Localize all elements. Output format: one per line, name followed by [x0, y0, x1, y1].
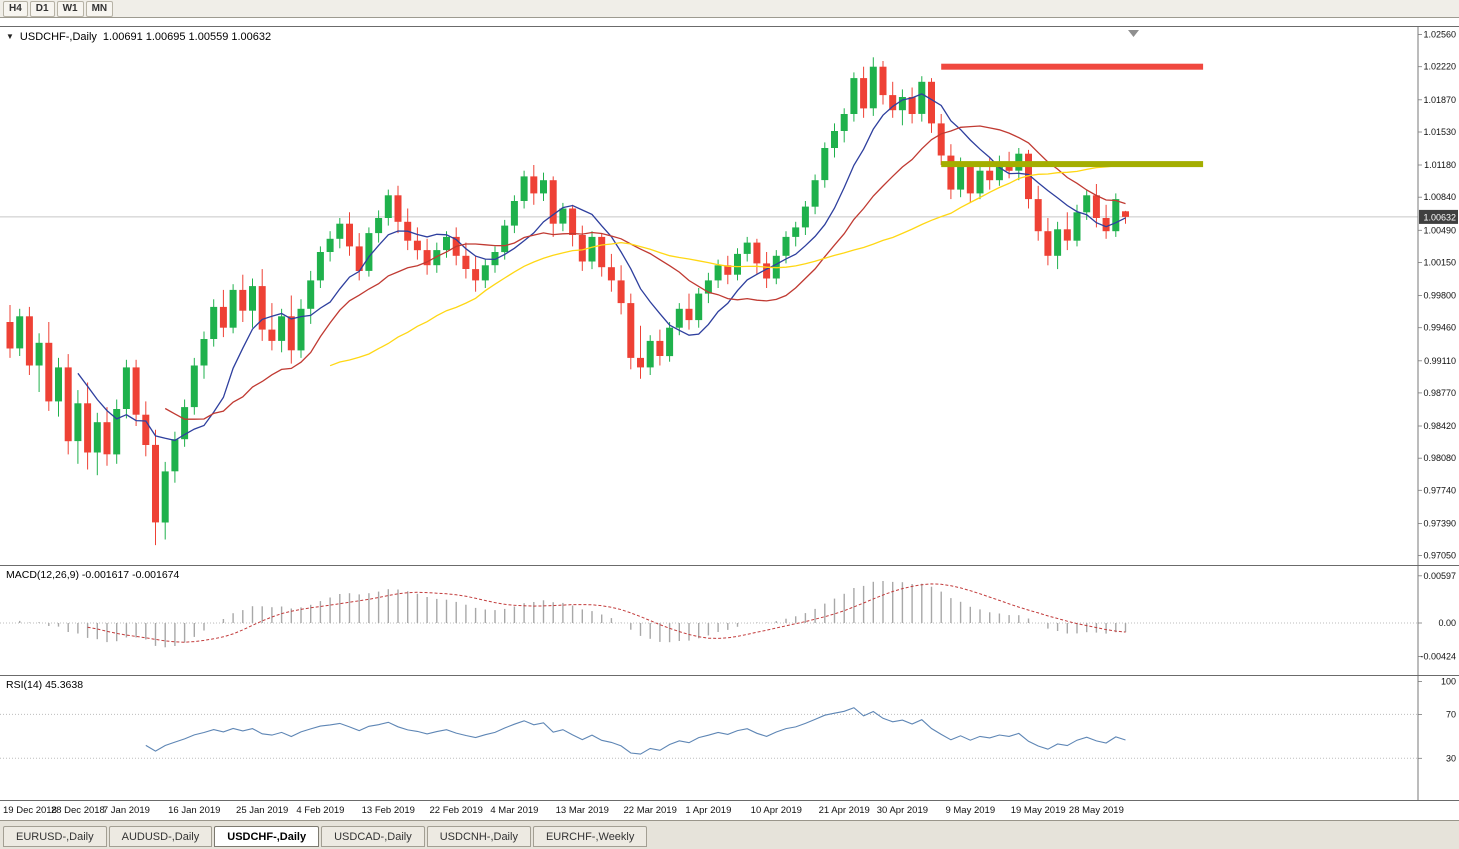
chart-tab-audusd-daily[interactable]: AUDUSD-,Daily — [108, 826, 213, 847]
chart-tab-usdchf-daily[interactable]: USDCHF-,Daily — [214, 826, 320, 847]
timeframe-button-h4[interactable]: H4 — [3, 0, 28, 17]
macd-indicator-panel: 0.00597 0.00 -0.00424 MACD(12,26,9) -0.001… — [0, 565, 1459, 675]
time-axis-label: 22 Mar 2019 — [623, 805, 677, 816]
svg-text:70: 70 — [1446, 709, 1456, 719]
time-axis-label: 10 Apr 2019 — [750, 805, 802, 816]
time-axis-label: 22 Feb 2019 — [429, 805, 483, 816]
time-axis-label: 28 May 2019 — [1068, 805, 1124, 816]
rsi-label: RSI(14) 45.3638 — [6, 679, 84, 691]
resistance-line — [941, 63, 1204, 70]
time-axis-label: 9 May 2019 — [945, 805, 996, 816]
chart-symbol-period: USDCHF-,Daily — [19, 31, 97, 43]
time-axis-label: 4 Feb 2019 — [296, 805, 345, 816]
svg-text:0.98770: 0.98770 — [1423, 388, 1456, 398]
current-price-badge — [1419, 209, 1458, 224]
svg-text:0.99110: 0.99110 — [1424, 356, 1456, 366]
support-line — [941, 161, 1204, 168]
svg-text:1.02220: 1.02220 — [1423, 62, 1456, 72]
svg-text:0.97740: 0.97740 — [1423, 485, 1456, 495]
svg-text:0.99460: 0.99460 — [1423, 323, 1456, 333]
svg-text:0.00: 0.00 — [1438, 618, 1456, 628]
chart-tab-usdcnh-daily[interactable]: USDCNH-,Daily — [426, 826, 531, 847]
svg-text:1.01870: 1.01870 — [1423, 95, 1456, 105]
macd-label: MACD(12,26,9) -0.001617 -0.001674 — [6, 569, 180, 581]
chart-shift-marker-icon — [1128, 30, 1139, 37]
svg-text:1.01180: 1.01180 — [1424, 160, 1456, 170]
rsi-panel-canvas[interactable]: 100 70 30 — [0, 676, 1459, 800]
svg-text:100: 100 — [1441, 677, 1456, 687]
svg-text:-0.00424: -0.00424 — [1420, 652, 1456, 662]
svg-text:1.00150: 1.00150 — [1423, 257, 1456, 267]
macd-panel-canvas[interactable]: 0.00597 0.00 -0.00424 — [0, 566, 1459, 675]
chart-tab-eurchf-weekly[interactable]: EURCHF-,Weekly — [532, 826, 648, 847]
time-axis-label: 19 Dec 2018 — [3, 805, 57, 816]
svg-text:0.97050: 0.97050 — [1423, 551, 1456, 561]
time-axis-label: 16 Jan 2019 — [168, 805, 221, 816]
moving-average-line — [164, 125, 1126, 420]
timeframe-button-w1[interactable]: W1 — [56, 0, 84, 17]
svg-text:1.01530: 1.01530 — [1423, 127, 1456, 137]
timeframe-button-mn[interactable]: MN — [85, 0, 114, 17]
timeframe-button-d1[interactable]: D1 — [29, 0, 55, 17]
time-axis-label: 25 Jan 2019 — [236, 805, 289, 816]
chart-tab-usdcad-daily[interactable]: USDCAD-,Daily — [321, 826, 425, 847]
moving-average-line — [329, 164, 1126, 367]
svg-text:0.98420: 0.98420 — [1423, 421, 1456, 431]
svg-text:0.97390: 0.97390 — [1423, 518, 1456, 528]
rsi-indicator-panel: 100 70 30 RSI(14) 45.3638 — [0, 675, 1459, 800]
time-axis-label: 19 May 2019 — [1010, 805, 1066, 816]
rsi-line — [145, 707, 1126, 755]
chart-tab-eurusd-daily[interactable]: EURUSD-,Daily — [3, 826, 107, 847]
rsi-axis[interactable]: 100 70 30 — [1417, 676, 1456, 800]
svg-text:0.98080: 0.98080 — [1423, 453, 1456, 463]
time-axis-label: 28 Dec 2018 — [50, 805, 105, 816]
svg-text:0.99800: 0.99800 — [1423, 291, 1456, 301]
svg-text:1.00840: 1.00840 — [1423, 192, 1456, 202]
chart-ohlc-values: 1.00691 1.00695 1.00559 1.00632 — [102, 31, 272, 43]
time-axis-label: 13 Mar 2019 — [555, 805, 609, 816]
time-axis-label: 21 Apr 2019 — [818, 805, 870, 816]
main-chart-panel: 1.02560 1.02220 1.01870 1.01530 1.01180 1.008… — [0, 26, 1459, 565]
svg-text:0.00597: 0.00597 — [1423, 571, 1456, 581]
time-axis-label: 4 Mar 2019 — [490, 805, 539, 816]
moving-average-line — [77, 93, 1126, 442]
svg-text:1.02560: 1.02560 — [1423, 30, 1456, 40]
time-axis-label: 13 Feb 2019 — [361, 805, 415, 816]
chart-menu-icon[interactable]: ▼ — [6, 32, 14, 41]
svg-text:1.00490: 1.00490 — [1423, 225, 1456, 235]
timeframe-toolbar: H4 D1 W1 MN — [0, 0, 1459, 18]
time-axis-label: 1 Apr 2019 — [685, 805, 732, 816]
macd-axis[interactable]: 0.00597 0.00 -0.00424 — [1417, 566, 1456, 675]
svg-text:1.00632: 1.00632 — [1423, 212, 1456, 222]
time-axis[interactable]: 19 Dec 2018 28 Dec 2018 7 Jan 2019 16 Jan 2… — [0, 800, 1459, 820]
svg-text:30: 30 — [1446, 753, 1456, 763]
chart-title: ▼ USDCHF-,Daily 1.00691 1.00695 1.00559 … — [6, 31, 271, 43]
price-axis[interactable]: 1.02560 1.02220 1.01870 1.01530 1.01180 1.008… — [1417, 27, 1458, 565]
time-axis-label: 7 Jan 2019 — [102, 805, 150, 816]
chart-tabs-bar: EURUSD-,Daily AUDUSD-,Daily USDCHF-,Daily U… — [0, 820, 1459, 849]
price-chart-canvas[interactable]: 1.02560 1.02220 1.01870 1.01530 1.01180 1.008… — [0, 27, 1459, 565]
time-axis-label: 30 Apr 2019 — [876, 805, 929, 816]
macd-signal-line — [87, 583, 1126, 643]
